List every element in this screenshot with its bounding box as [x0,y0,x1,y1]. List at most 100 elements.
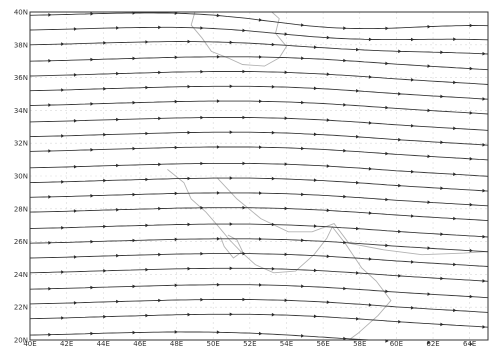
streamline-arrow [48,332,52,337]
streamline-arrow [132,146,136,151]
streamline-arrow [343,58,347,63]
streamline-arrow [216,330,221,334]
streamline-arrow [200,26,204,30]
streamline-arrow [158,206,162,211]
streamline-arrow [284,252,288,257]
streamline-arrow [90,102,94,106]
streamline-arrow [145,177,149,182]
streamline-arrow [145,267,149,272]
streamline-arrow [398,49,402,54]
streamline-arrow [73,119,78,123]
streamline-arrow [313,314,318,319]
streamline-arrow [398,137,402,142]
streamline-arrow [200,115,204,120]
y-tick-label: 22N [14,304,28,312]
streamline-arrow [469,294,473,299]
streamline-arrow [132,284,136,289]
streamline-arrow [356,226,360,231]
streamline-arrow [469,248,473,253]
streamline-arrow [61,42,65,46]
streamline-arrow [229,266,233,271]
streamline-arrow [284,32,288,36]
streamline-arrow [73,255,78,259]
streamline-arrow [73,165,78,169]
streamline-arrow [326,254,330,259]
y-tick-label: 36N [14,74,28,82]
streamline-arrow [187,84,191,89]
streamline-arrow [158,116,162,121]
streamline-arrow [116,163,120,168]
streamline-arrow [116,26,120,30]
streamline-arrow [326,118,330,122]
streamline-arrow [271,42,275,47]
streamline-arrow [187,222,191,227]
streamline-arrow [301,334,305,338]
streamline-arrow [61,180,65,184]
streamline-arrow [73,209,78,213]
streamline-arrow [242,161,246,166]
streamline-arrow [61,270,65,274]
streamline-arrow [453,126,457,131]
streamline-arrow [145,131,149,136]
streamline-arrow [469,111,473,115]
streamline-arrow [48,195,52,199]
x-tick-label: 52E [243,340,256,348]
streamline-arrow [271,85,275,89]
streamline-arrow [284,298,288,303]
streamline-arrow [482,97,486,101]
streamline-arrow [440,322,444,327]
streamline [29,12,489,30]
streamline-arrow [410,214,415,218]
streamline-arrow [132,192,136,197]
streamline-arrow [301,192,305,197]
streamline-arrow [440,50,444,55]
streamline-arrow [368,303,373,307]
streamline-arrow [158,70,162,75]
streamline-arrow [301,146,305,151]
streamline-arrow [385,151,389,156]
x-tick-label: 64E [463,340,476,348]
streamline-arrow [48,13,52,17]
streamline-arrow [174,237,178,242]
streamline-arrow [48,59,52,63]
streamline-arrow [326,35,330,40]
streamline-arrow [103,41,107,45]
streamline-arrow [284,162,288,166]
streamline-arrow [313,132,318,137]
streamline-arrow [259,55,263,59]
streamline-arrow [427,154,431,159]
streamline-arrow [385,61,389,66]
coastline [167,169,392,341]
streamline-arrow [368,211,373,215]
x-tick-label: 62E [426,340,439,348]
x-tick-label: 58E [353,340,366,348]
streamline-arrow [482,51,486,56]
streamline-arrow [258,18,263,22]
streamline-arrow [410,124,415,128]
y-tick-label: 26N [14,238,28,246]
streamline-arrow [368,167,373,171]
streamline-arrow [440,232,444,236]
streamline-arrow [284,206,288,211]
streamline-arrow [271,267,275,271]
streamline-arrow [300,23,305,27]
y-tick-label: 32N [14,140,28,148]
streamline-arrow [301,56,305,60]
streamline-arrow [469,342,473,346]
streamline-arrow [145,40,149,44]
streamline-arrow [73,73,78,77]
y-tick-label: 38N [14,41,28,49]
streamline-arrow [398,320,402,324]
streamline-arrow [158,25,162,30]
streamline-arrow [427,24,431,29]
streamline-arrow [116,117,120,122]
streamline-arrow [440,94,444,99]
streamline-arrow [229,222,233,226]
coastline [190,11,288,67]
streamline-arrow [343,240,347,245]
streamline-arrow [132,56,136,61]
streamline-arrow [200,251,204,256]
streamline-arrow [229,130,233,134]
